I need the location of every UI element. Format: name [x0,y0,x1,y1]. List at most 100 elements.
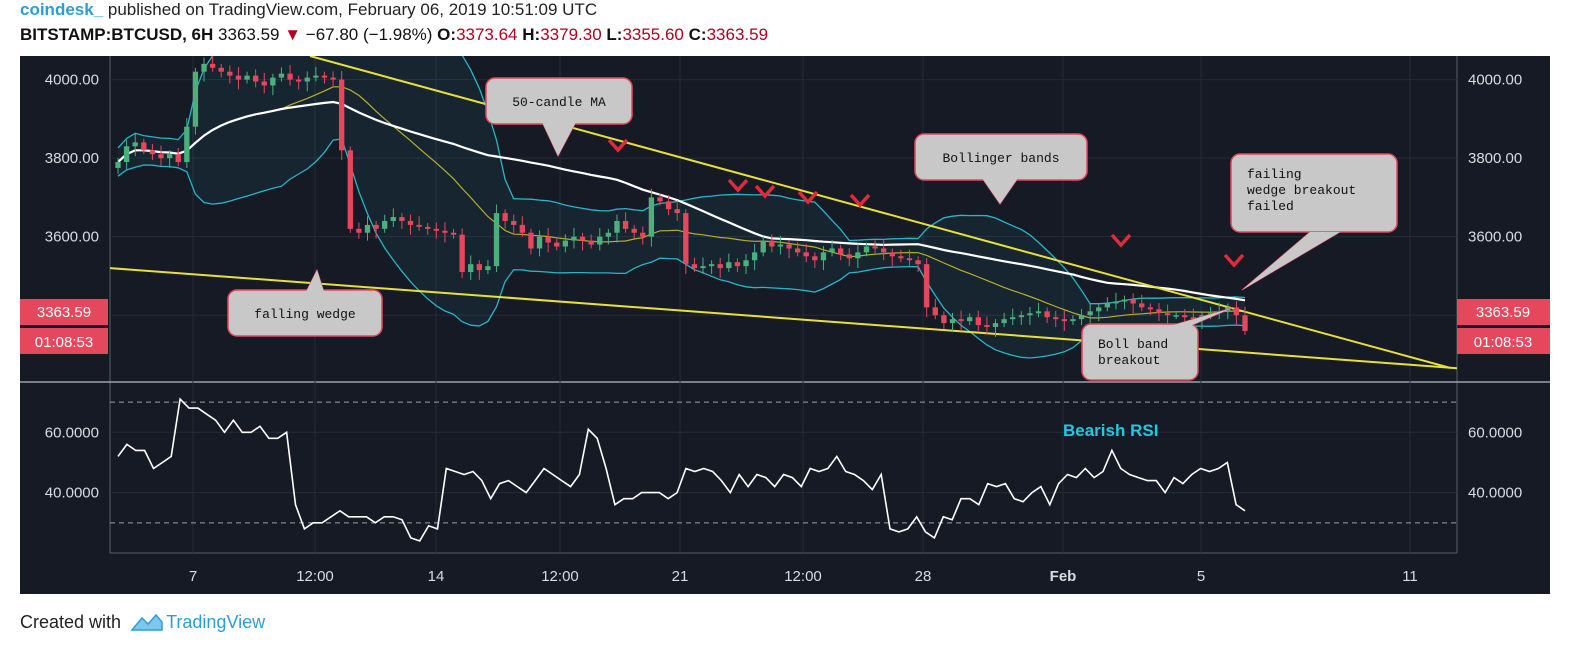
annotation-failed-breakout-text: failing [1247,167,1302,182]
resistance-rejection-icon [797,190,819,205]
candle-body [511,220,517,225]
candle-body [571,236,577,241]
candle-body [915,260,921,265]
candle-body [1139,303,1145,308]
price-tick-right: 4000.00 [1468,72,1522,89]
candle-body [166,154,173,159]
tradingview-logo-icon [130,613,163,631]
candle-body [777,244,784,247]
annotation-boll-breakout-tail-cover [1170,308,1232,326]
candle-body [364,224,371,233]
countdown-tag-right-text: 01:08:53 [1474,334,1532,351]
candle-body [1053,317,1059,320]
rsi-tick-left: 60.0000 [45,424,99,441]
candle-body [227,71,233,76]
footer: Created with TradingView [20,612,265,633]
x-tick-label: 12:00 [784,568,822,585]
down-arrow-icon: ▼ [284,25,302,44]
candle-body [1173,315,1179,317]
price-tag-right [1457,299,1550,325]
candle-body [416,224,422,227]
price-tag-left [20,299,108,325]
candle-body [1113,301,1119,304]
candle-body [493,213,500,267]
candle-body [485,266,491,271]
candle-body [554,242,560,247]
candle-body [476,264,482,271]
last-price: 3363.59 [218,25,280,44]
candle-body [330,77,336,80]
candle-body [1164,313,1171,316]
candle-body [872,246,878,249]
open-value: 3373.64 [456,25,518,44]
candle-body [829,248,835,253]
candle-body [545,236,551,243]
candle-body [1156,309,1162,314]
candle-body [407,220,414,225]
tradingview-link[interactable]: TradingView [166,612,266,632]
candle-body [1044,311,1050,318]
candle-body [278,73,285,78]
candle-body [665,201,672,210]
x-tick-label: 7 [189,568,197,585]
price-tick-right: 3800.00 [1468,150,1522,167]
candle-body [889,252,895,257]
x-tick-label: 11 [1402,568,1418,585]
candle-body [743,260,749,267]
candle-body [356,228,362,233]
high-label: H: [522,25,541,44]
symbol-line: BITSTAMP:BTCUSD, 6H 3363.59 ▼ −67.80 (−1… [20,25,768,45]
candle-body [1001,319,1007,324]
candle-body [1121,299,1128,302]
price-tick-right: 3600.00 [1468,229,1522,246]
candle-body [442,230,448,233]
candle-body [975,317,981,326]
x-tick-label: 21 [672,568,689,585]
candle-body [631,228,637,233]
open-label: O: [437,25,457,44]
candle-body [855,252,861,259]
annotation-bollinger: Bollinger bands [914,133,1088,205]
x-tick-label: 14 [428,568,445,585]
candle-body [898,256,904,259]
candle-body [201,63,207,72]
candle-body [691,264,698,269]
close-value: 3363.59 [706,25,769,44]
published-text: published on TradingView.com, February 0… [107,0,598,19]
price-chart[interactable]: 7 12:00 14 12:00 21 12:00 28 Feb 5 11 4000.00 4000.… [20,56,1550,594]
candle-body [1018,315,1024,318]
x-tick-label: Feb [1050,568,1077,585]
candle-body [287,73,293,80]
candle-body [588,240,594,245]
candle-body [717,264,723,269]
candle-body [536,236,543,249]
annotation-failed-breakout-text: wedge breakout [1247,183,1356,198]
candle-body [1010,317,1016,320]
annotation-boll-breakout-text: breakout [1098,353,1160,368]
candle-body [468,264,474,273]
x-tick-label: 28 [915,568,932,585]
created-with-text: Created with [20,612,122,632]
candle-body [726,262,732,269]
coindesk-brand[interactable]: coindesk_ [20,0,104,19]
candle-body [450,232,457,235]
candle-body [1242,315,1248,331]
countdown-tag-left [20,328,108,354]
candle-body [820,252,827,261]
resistance-rejection-icon [1110,233,1132,248]
candle-body [425,226,431,229]
candle-body [1070,319,1076,322]
candle-body [1061,319,1068,322]
annotation-bollinger-tail-cover [982,178,1018,204]
candle-body [674,209,680,214]
candle-body [304,77,310,82]
candle-body [648,197,655,237]
candle-body [1078,315,1085,320]
candle-body [700,266,706,269]
x-tick-label: 5 [1197,568,1205,585]
candle-body [992,323,999,328]
candle-body [1147,307,1154,310]
candle-body [760,240,766,253]
candle-body [846,254,852,259]
candle-body [158,154,164,159]
